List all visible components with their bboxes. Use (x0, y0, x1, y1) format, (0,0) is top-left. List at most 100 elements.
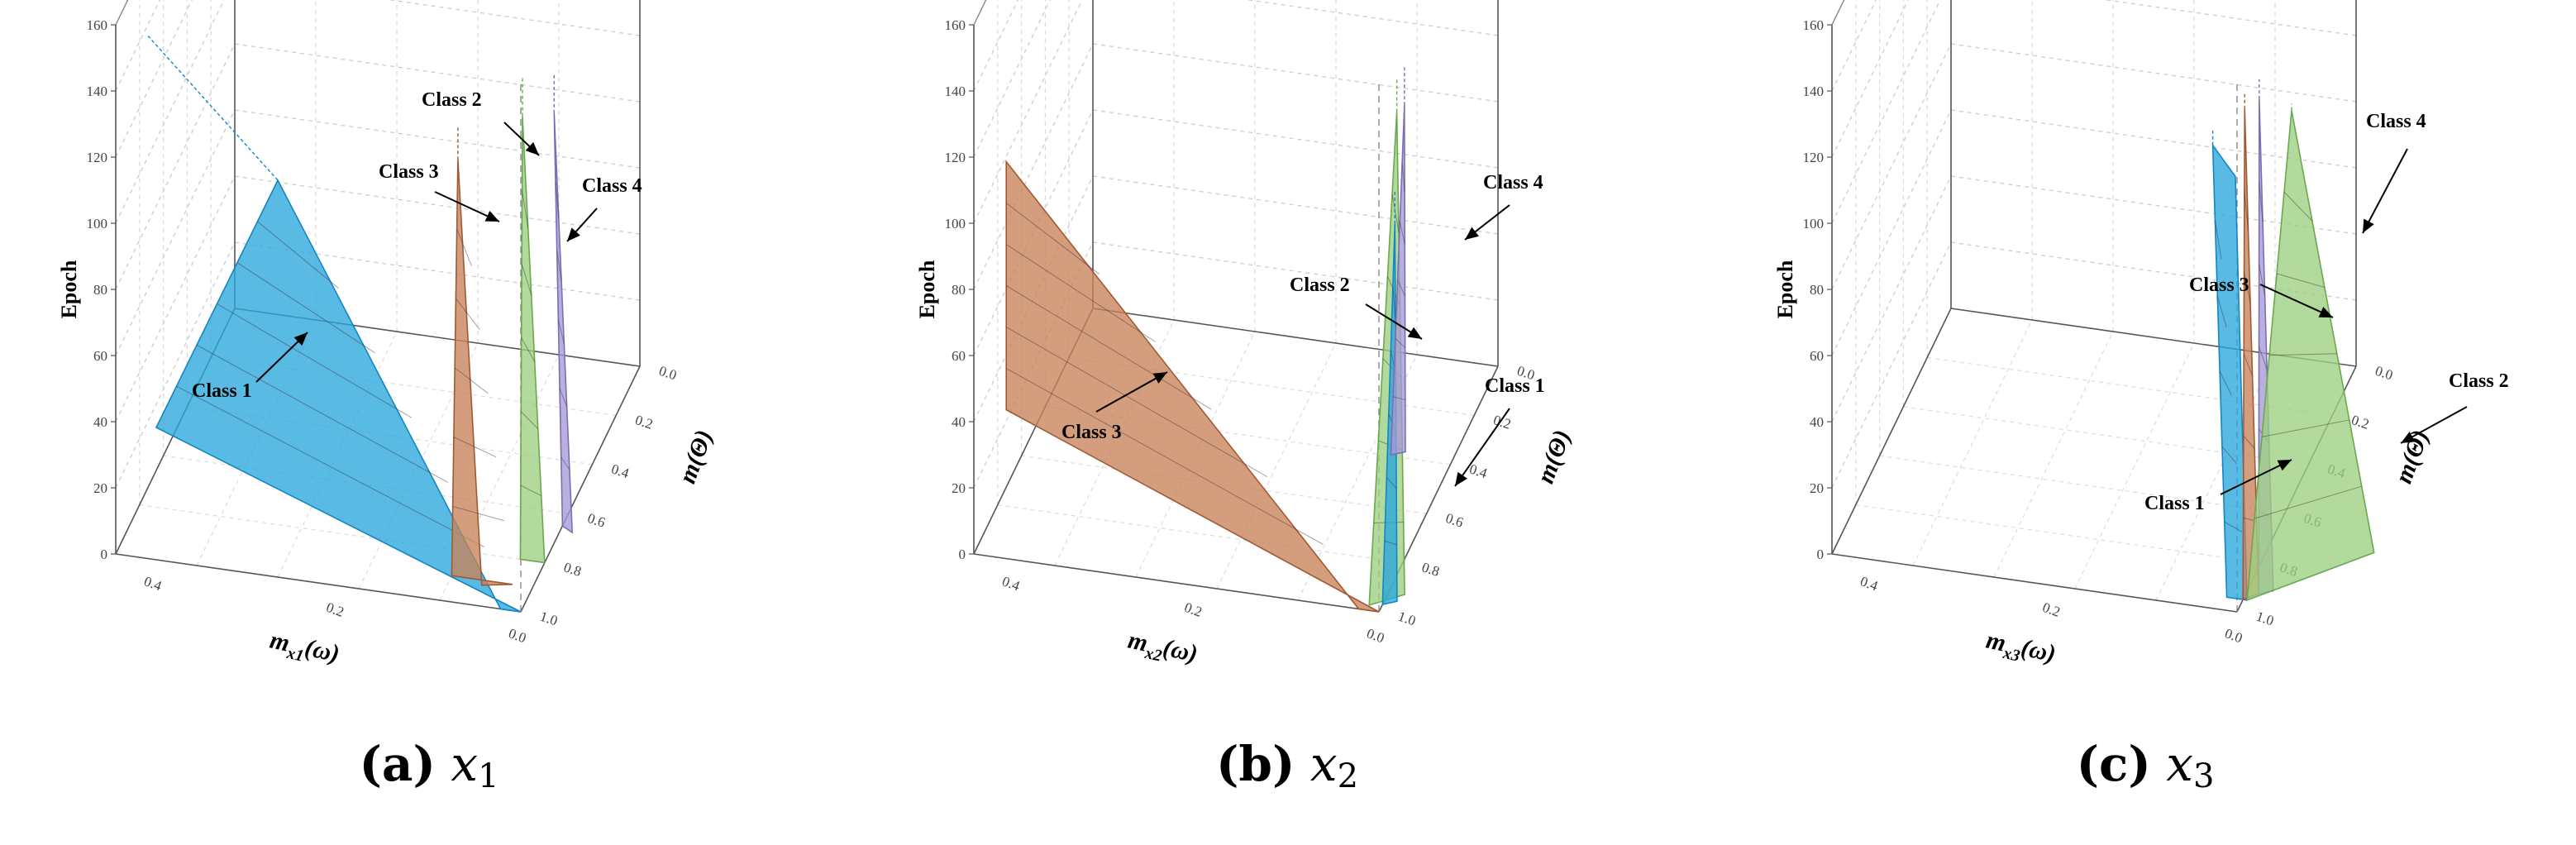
surface-contour (2269, 353, 2337, 356)
surface-contour (456, 228, 472, 266)
epoch-tick-label: 140 (945, 84, 966, 99)
surface-contour (2261, 419, 2349, 437)
surface-contour (2219, 370, 2232, 396)
caption-variable: x (1309, 736, 1338, 792)
x-axis-label: mx1(ω) (266, 627, 341, 673)
surface-contour (2216, 295, 2227, 327)
epoch-tick-label: 80 (93, 282, 107, 298)
annotation-arrow (2259, 284, 2334, 318)
epoch-tick-label: 160 (1803, 17, 1825, 33)
surface-contour (1397, 279, 1405, 297)
caption-variable: x (2166, 736, 2193, 792)
surface-contour (522, 189, 529, 228)
x-tick-label: 0.0 (507, 625, 528, 646)
z-tick-label: 0.2 (2349, 412, 2371, 432)
surface-contour (2244, 190, 2249, 231)
z-tick-label: 1.0 (1396, 609, 1418, 629)
surface-class-2 (2246, 110, 2375, 602)
surface-contour (1384, 540, 1397, 546)
z-tick-label: 0.8 (562, 559, 584, 580)
surface-contour (521, 337, 536, 362)
x-axis-label: mx3(ω) (1982, 627, 2058, 673)
surface-contour (1391, 193, 1400, 233)
z-tick-label: 1.0 (2254, 609, 2276, 629)
epoch-tick-label: 20 (93, 480, 107, 496)
surface-contour (521, 264, 532, 295)
annotation-arrowhead (567, 227, 580, 241)
annotation-arrowhead (2363, 218, 2374, 233)
surface-contour (1392, 287, 1396, 319)
annotation-class-4: Class 4 (1483, 172, 1543, 193)
surface-contour (1393, 396, 1405, 401)
annotation-class-3: Class 3 (379, 161, 439, 183)
surface-contour (2259, 181, 2264, 222)
annotation-arrowhead (2401, 432, 2416, 443)
surface-contour (1005, 327, 1268, 478)
surface-contour (454, 367, 489, 394)
surface-contour (2254, 485, 2362, 519)
caption-subscript: 1 (478, 757, 499, 795)
x-tick-label: 0.4 (142, 573, 165, 594)
epoch-tick-label: 160 (945, 17, 966, 33)
panel-caption: (a) x1 (0, 736, 858, 795)
surface-contour (176, 385, 485, 548)
epoch-tick-label: 0 (101, 547, 108, 562)
surface-tip (147, 36, 279, 181)
surface-contour (1401, 163, 1405, 193)
surface-contour (556, 251, 562, 281)
annotation-arrow (1095, 371, 1168, 413)
epoch-tick-label: 0 (1817, 547, 1825, 562)
surface-contour (2276, 273, 2326, 288)
surface-contour (1395, 337, 1405, 349)
surface-contour (452, 505, 505, 522)
surfaces (147, 36, 574, 613)
annotation-arrowhead (1455, 471, 1467, 486)
epoch-tick-label: 0 (959, 547, 966, 562)
surface-contour (1005, 368, 1324, 545)
caption-label: (c) (2076, 736, 2151, 792)
caption-label: (a) (359, 736, 436, 792)
y-axis-label: Epoch (915, 260, 939, 318)
surface-class-1 (155, 179, 522, 613)
surface-contour (520, 485, 542, 497)
surface-contour (257, 221, 339, 289)
annotation-class-4: Class 4 (582, 175, 642, 197)
surface-contour (456, 298, 480, 330)
surface-contour (2243, 436, 2255, 449)
annotation-class-4: Class 4 (2366, 111, 2426, 132)
epoch-tick-label: 140 (87, 84, 108, 99)
epoch-tick-label: 100 (87, 216, 108, 232)
surface-contour (236, 262, 375, 354)
surface-class-3 (1005, 160, 1380, 613)
annotation-class-3: Class 3 (2189, 275, 2249, 296)
panel-caption: (b) x2 (858, 736, 1716, 795)
annotation-arrowhead (2277, 460, 2292, 471)
annotation-class-2: Class 2 (2449, 370, 2509, 392)
annotation-arrowhead (525, 141, 539, 155)
epoch-tick-label: 80 (1810, 282, 1824, 298)
epoch-tick-label: 40 (952, 414, 966, 430)
surface-contour (2259, 264, 2266, 296)
z-tick-label: 0.2 (633, 412, 655, 432)
chart-panel-2: 0 20 40 60 80 100 120 140 160 Epoch 0.4 0.2 0.0 mx2(ω… (858, 0, 1716, 845)
annotation-class-2: Class 2 (1290, 275, 1350, 296)
surface-contour (1005, 203, 1100, 275)
annotation-arrowhead (1407, 327, 1422, 339)
z-tick-label: 0.6 (1443, 510, 1465, 531)
chart-panel-3: 0 20 40 60 80 100 120 140 160 Epoch 0.4 0.2 0.0 mx3(ω… (1716, 0, 2574, 845)
caption-variable: x (451, 736, 479, 792)
z-axis-label: m(Θ) (1532, 427, 1577, 488)
epoch-tick-label: 120 (87, 150, 108, 165)
x-tick-label: 0.4 (1000, 573, 1023, 594)
chart-svg-1: 0 20 40 60 80 100 120 140 160 Epoch 0.4 0.2 0.0 mx1(ω… (57, 0, 718, 673)
annotation-class-2: Class 2 (422, 89, 482, 111)
epoch-tick-label: 60 (1810, 348, 1824, 364)
z-axis-label: m(Θ) (674, 427, 718, 488)
y-axis-label: Epoch (1773, 260, 1797, 318)
surface-contour (2224, 521, 2243, 532)
surface-contour (196, 344, 449, 483)
annotation-arrow (2362, 148, 2408, 234)
surface-contour (1386, 477, 1397, 489)
y-axis-label: Epoch (57, 260, 81, 318)
